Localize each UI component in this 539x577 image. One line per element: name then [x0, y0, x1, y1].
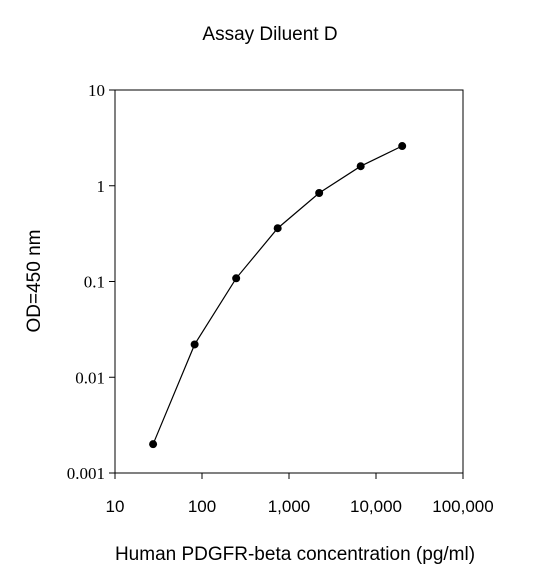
plot-area-frame [114, 89, 464, 474]
y-tick-label: 0.001 [67, 464, 105, 483]
series-line [152, 145, 403, 445]
y-tick-label: 0.01 [75, 368, 105, 387]
x-tick-label: 10,000 [350, 497, 402, 516]
y-axis: 0.001 0.01 0.1 1 10 [67, 81, 115, 483]
x-tick-label: 10 [106, 497, 125, 516]
y-tick-label: 10 [88, 81, 105, 100]
x-axis-label: Human PDGFR-beta concentration (pg/ml) [115, 544, 475, 565]
data-point [315, 189, 324, 198]
data-point [149, 440, 158, 449]
y-tick-label: 1 [97, 177, 106, 196]
x-tick-label: 1,000 [268, 497, 311, 516]
x-tick-label: 100,000 [432, 497, 493, 516]
data-point [273, 224, 282, 233]
data-point [398, 142, 407, 151]
x-tick-label: 100 [188, 497, 216, 516]
x-axis: 10 100 1,000 10,000 100,000 [106, 473, 494, 516]
data-point [356, 162, 365, 171]
chart-title: Assay Diluent D [202, 24, 337, 45]
y-tick-label: 0.1 [84, 273, 105, 292]
data-point [190, 340, 199, 349]
data-point [232, 274, 241, 283]
data-points [149, 142, 407, 449]
y-axis-label: OD=450 nm [24, 230, 45, 333]
